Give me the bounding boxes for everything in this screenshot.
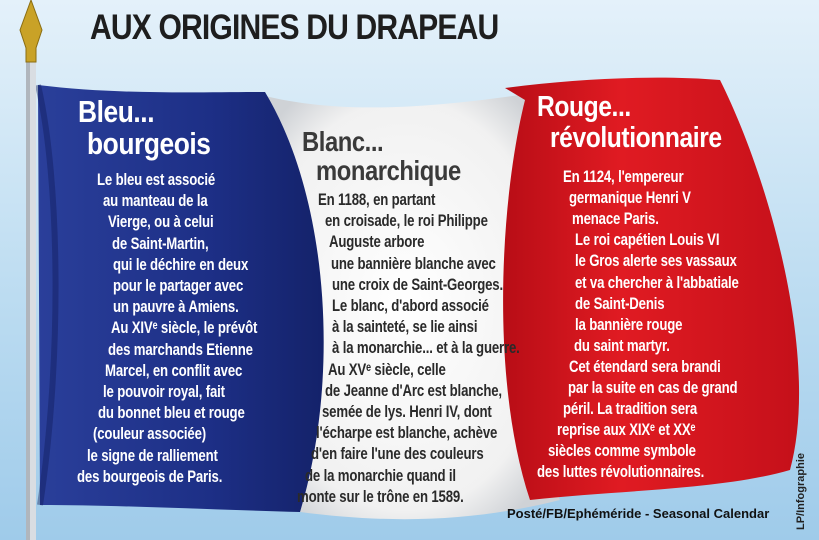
- text-line: en croisade, le roi Philippe: [325, 212, 488, 231]
- section-heading: monarchique: [316, 155, 461, 186]
- text-line: l'écharpe est blanche, achève: [316, 424, 498, 443]
- text-line: Vierge, ou à celui: [108, 213, 214, 232]
- flag-pole: [19, 0, 43, 540]
- section-heading: révolutionnaire: [550, 122, 722, 154]
- text-line: semée de lys. Henri IV, dont: [322, 403, 492, 421]
- text-line: des luttes révolutionnaires.: [537, 463, 705, 482]
- text-line: un pauvre à Amiens.: [113, 298, 239, 317]
- text-line: (couleur associée): [93, 425, 207, 444]
- credit-text: Posté/FB/Ephéméride - Seasonal Calendar: [507, 506, 770, 521]
- text-line: Le bleu est associé: [97, 171, 216, 189]
- text-line: et va chercher à l'abbatiale: [575, 273, 739, 292]
- text-line: de Saint-Denis: [575, 294, 665, 313]
- text-line: de Saint-Martin,: [112, 234, 209, 253]
- text-line: Au XIVᵉ siècle, le prévôt: [111, 319, 258, 338]
- text-line: du saint martyr.: [574, 336, 670, 355]
- text-line: des marchands Etienne: [108, 340, 253, 359]
- text-line: par la suite en cas de grand: [568, 379, 738, 397]
- flag-red-band: [503, 77, 800, 500]
- text-line: du bonnet bleu et rouge: [98, 404, 245, 423]
- section-heading: Bleu...: [78, 94, 155, 129]
- text-line: En 1124, l'empereur: [563, 168, 684, 186]
- text-line: Auguste arbore: [329, 233, 425, 252]
- text-line: qui le déchire en deux: [113, 255, 249, 274]
- text-line: siècles comme symbole: [548, 442, 696, 461]
- flag-fold-shadow: [35, 84, 59, 506]
- source-label: LP/Infographie: [795, 453, 807, 530]
- section-heading: Rouge...: [537, 91, 631, 123]
- text-line: d'en faire l'une des couleurs: [311, 445, 484, 464]
- flag-white-band: [250, 92, 560, 520]
- text-line: Le blanc, d'abord associé: [332, 297, 489, 315]
- text-line: pour le partager avec: [113, 277, 244, 295]
- section-heading: Blanc...: [302, 126, 384, 157]
- text-line: péril. La tradition sera: [563, 400, 698, 419]
- page-title: AUX ORIGINES DU DRAPEAU: [90, 8, 499, 47]
- flag-blue-band: [38, 85, 324, 512]
- pole-finial-icon: [19, 0, 43, 63]
- text-line: germanique Henri V: [569, 189, 691, 208]
- text-line: de Jeanne d'Arc est blanche,: [325, 381, 502, 400]
- text-line: Au XVᵉ siècle, celle: [328, 360, 446, 379]
- text-line: des bourgeois de Paris.: [77, 467, 223, 486]
- text-line: au manteau de la: [103, 192, 208, 211]
- text-line: le pouvoir royal, fait: [103, 383, 225, 401]
- text-line: une bannière blanche avec: [331, 254, 496, 273]
- text-line: Cet étendard sera brandi: [569, 357, 721, 376]
- text-line: reprise aux XIXᵉ et XXᵉ: [557, 421, 696, 440]
- text-line: En 1188, en partant: [318, 191, 436, 209]
- text-line: une croix de Saint-Georges.: [332, 275, 503, 294]
- text-line: la bannière rouge: [575, 315, 683, 334]
- text-line: le Gros alerte ses vassaux: [575, 252, 737, 271]
- text-line: de la monarchie quand il: [305, 466, 456, 485]
- text-line: monte sur le trône en 1589.: [297, 487, 464, 506]
- text-line: Le roi capétien Louis VI: [575, 231, 720, 250]
- text-line: Marcel, en conflit avec: [105, 361, 243, 380]
- text-line: à la monarchie... et à la guerre.: [332, 339, 520, 358]
- text-line: le signe de ralliement: [87, 446, 218, 465]
- section-heading: bourgeois: [87, 126, 211, 161]
- text-line: à la sainteté, se lie ainsi: [332, 318, 478, 337]
- text-line: menace Paris.: [572, 210, 659, 229]
